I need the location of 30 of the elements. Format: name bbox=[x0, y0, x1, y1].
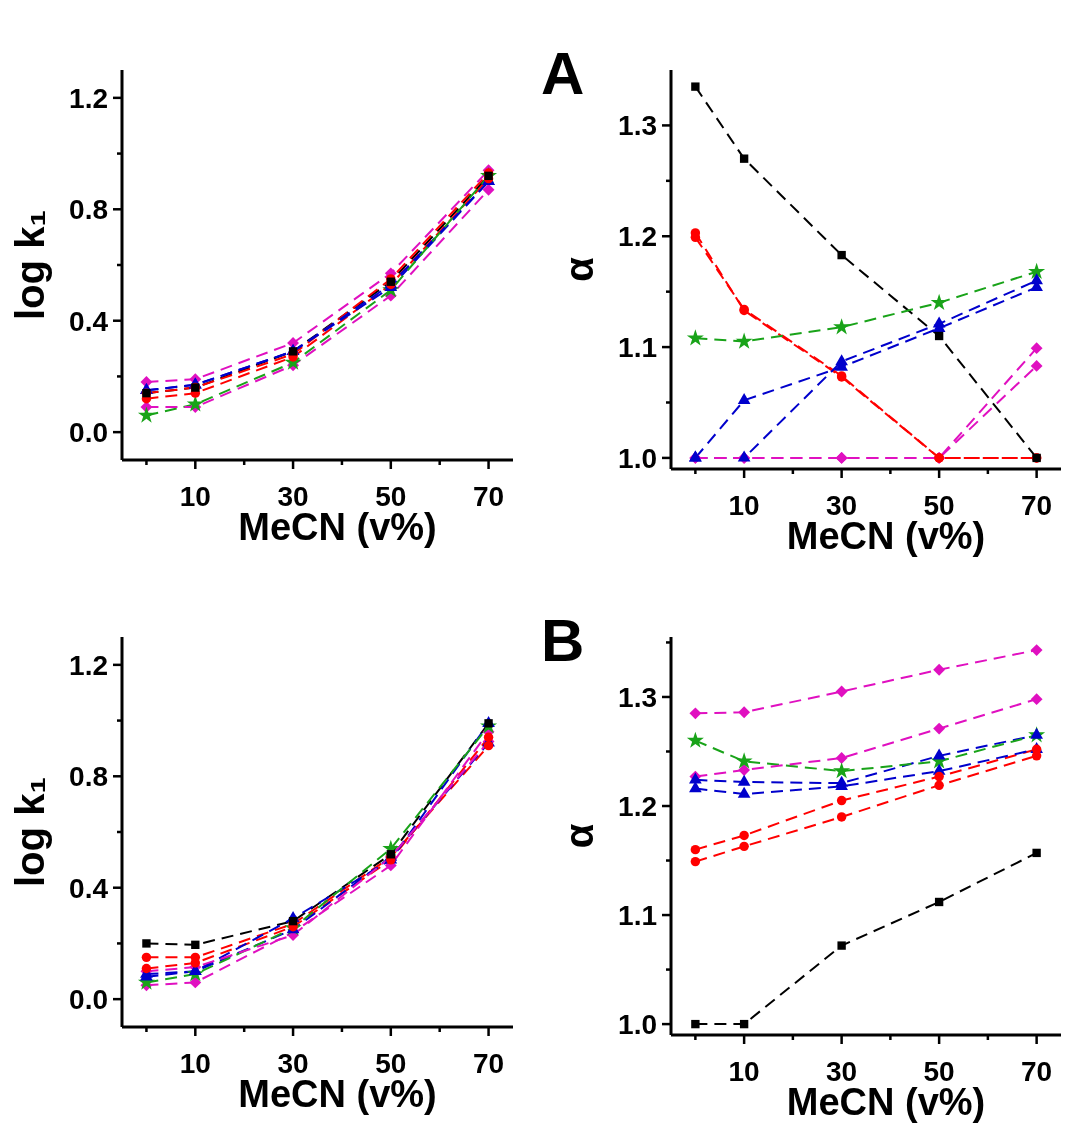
y-tick-label: 0.8 bbox=[69, 761, 108, 793]
x-tick-label: 70 bbox=[1021, 490, 1053, 521]
x-tick-label: 10 bbox=[728, 490, 760, 521]
x-tick-label: 10 bbox=[179, 1048, 211, 1079]
y-tick-label: 1.0 bbox=[618, 1008, 657, 1040]
y-tick-label: 1.3 bbox=[618, 681, 657, 713]
x-tick-label: 70 bbox=[472, 1048, 505, 1079]
y-axis-title: log k₁ bbox=[8, 777, 52, 887]
y-tick-label: 1.2 bbox=[618, 221, 657, 253]
y-axis-title: α bbox=[557, 823, 601, 849]
x-tick-label: 10 bbox=[728, 1056, 760, 1087]
y-tick-label: 1.1 bbox=[618, 331, 657, 363]
text: A bbox=[541, 40, 585, 107]
x-tick-label: 70 bbox=[1021, 1056, 1053, 1087]
y-tick-label: 1.1 bbox=[618, 899, 657, 931]
text: B bbox=[541, 607, 585, 674]
y-tick-label: 0.0 bbox=[69, 983, 108, 1015]
y-tick-label: 1.3 bbox=[618, 110, 657, 142]
y-axis-title: log k₁ bbox=[8, 210, 52, 320]
y-tick-label: 0.8 bbox=[69, 194, 108, 226]
y-tick-label: 0.4 bbox=[69, 305, 109, 337]
x-tick-label: 10 bbox=[179, 481, 211, 512]
y-tick-label: 1.2 bbox=[69, 649, 108, 681]
x-tick-label: 70 bbox=[472, 481, 505, 512]
y-tick-label: 1.2 bbox=[618, 790, 657, 822]
y-tick-label: 1.2 bbox=[69, 82, 108, 114]
y-tick-label: 1.0 bbox=[618, 442, 657, 474]
y-tick-label: 0.0 bbox=[69, 416, 108, 448]
y-tick-label: 0.4 bbox=[69, 872, 109, 904]
y-axis-title: α bbox=[557, 256, 601, 282]
